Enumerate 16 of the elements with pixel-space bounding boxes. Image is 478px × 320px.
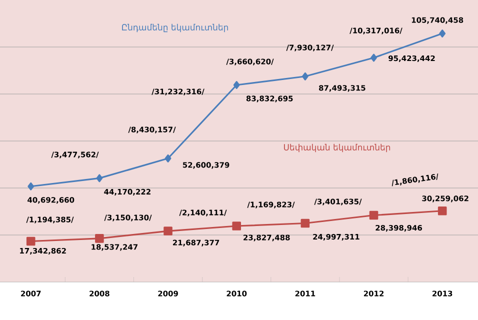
point [369, 210, 378, 220]
point [28, 182, 34, 190]
point [232, 222, 242, 230]
text: Սեփական եկամուտներ [284, 144, 390, 152]
point [439, 30, 446, 38]
point [438, 206, 447, 216]
point [164, 154, 172, 162]
point [26, 236, 36, 246]
point [233, 80, 240, 89]
text: Ընդամենը եկամուտներ [122, 24, 228, 32]
point [300, 218, 310, 228]
point [95, 234, 104, 243]
point [370, 54, 377, 62]
point [164, 226, 172, 236]
point [302, 72, 308, 80]
point [96, 174, 103, 182]
